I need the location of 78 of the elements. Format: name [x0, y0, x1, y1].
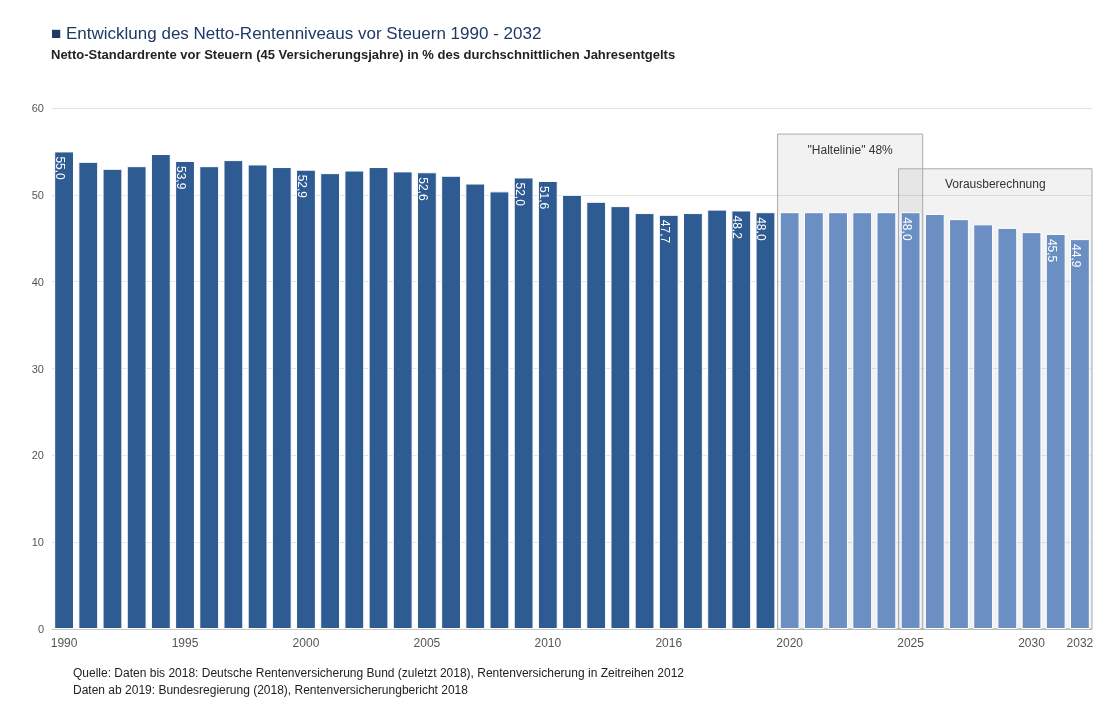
data-label: 48,0	[899, 217, 914, 241]
bar	[537, 180, 558, 629]
bar	[1021, 232, 1042, 629]
bar	[586, 201, 607, 629]
bar	[562, 194, 582, 629]
bar	[828, 212, 848, 629]
bar	[126, 166, 147, 629]
y-tick-label: 40	[31, 275, 44, 288]
data-label: 55,0	[53, 156, 68, 181]
y-tick-label: 10	[31, 536, 44, 549]
x-tick-label: 2030	[1018, 636, 1046, 650]
y-tick-label: 50	[31, 188, 44, 201]
bar	[368, 167, 389, 629]
bar	[78, 161, 99, 629]
data-label: 53,9	[174, 165, 189, 190]
bar	[876, 212, 897, 629]
bar	[392, 171, 413, 629]
bar	[1045, 233, 1066, 629]
bar	[634, 213, 655, 629]
data-label: 51,6	[536, 185, 551, 210]
bar	[731, 210, 752, 629]
y-tick-label: 60	[31, 102, 44, 114]
bar	[707, 209, 728, 629]
x-tick-label: 1990	[50, 636, 78, 650]
text: Daten ab 2019: Bundesregierung (2018), Rentenversicherungbericht 2018	[73, 682, 469, 697]
data-label: 47,7	[657, 219, 672, 244]
bar	[683, 213, 703, 629]
bar	[441, 175, 461, 629]
bar	[658, 214, 679, 629]
data-label: 45,5	[1044, 238, 1059, 263]
data-label: 48,0	[754, 217, 769, 241]
x-tick-label: 1995	[171, 636, 199, 650]
bar	[102, 168, 123, 629]
data-label: 52,6	[415, 177, 430, 201]
chart-title: ■ Entwicklung des Netto-Rentenniveaus vor Steuern 1990 - 2032	[51, 24, 542, 43]
bar	[949, 219, 969, 629]
bar	[513, 177, 534, 629]
bar	[852, 212, 873, 629]
x-tick-label: 2032	[1066, 636, 1094, 650]
bar	[973, 224, 994, 629]
x-tick-label: 2016	[655, 636, 683, 650]
bar	[779, 212, 800, 629]
bar	[924, 213, 945, 629]
source-note: Quelle: Daten bis 2018: Deutsche Rentenversicherung Bund (zuletzt 2018), Rentenversicherung in Zeitreihen 2012	[73, 665, 685, 680]
data-label: 52,0	[512, 182, 527, 207]
bar	[489, 191, 510, 629]
y-tick-label: 20	[31, 449, 44, 462]
bar	[344, 170, 365, 629]
bar	[199, 166, 220, 629]
x-tick-label: 2020	[776, 636, 804, 650]
data-label: 52,9	[294, 174, 309, 199]
x-tick-label: 2010	[534, 636, 562, 650]
bar	[755, 212, 776, 629]
bar	[296, 169, 316, 629]
bar	[997, 227, 1018, 629]
band-label: Vorausberechnung	[944, 177, 1046, 192]
bar	[223, 160, 244, 629]
bar	[465, 183, 486, 629]
y-tick-label: 30	[31, 362, 44, 375]
bar	[320, 173, 341, 629]
bar	[416, 172, 437, 629]
x-tick-label: 2000	[292, 636, 320, 650]
bar	[54, 151, 75, 629]
bar	[610, 206, 631, 629]
y-tick-label: 0	[37, 623, 44, 635]
data-label: 48,2	[730, 215, 745, 240]
x-tick-label: 2025	[897, 636, 925, 650]
data-label: 44,9	[1068, 244, 1083, 268]
bar	[175, 160, 195, 629]
band-label: "Haltelinie" 48%	[807, 142, 894, 157]
bar	[271, 167, 292, 629]
chart-subtitle: Netto-Standardrente vor Steuern (45 Versicherungsjahre) in % des durchschnittlichen Jahresentgelts	[51, 47, 676, 62]
bar	[900, 212, 921, 629]
bar	[247, 164, 268, 629]
bar	[1069, 239, 1090, 629]
bar	[803, 212, 824, 629]
bar	[150, 154, 171, 629]
x-tick-label: 2005	[413, 636, 441, 650]
